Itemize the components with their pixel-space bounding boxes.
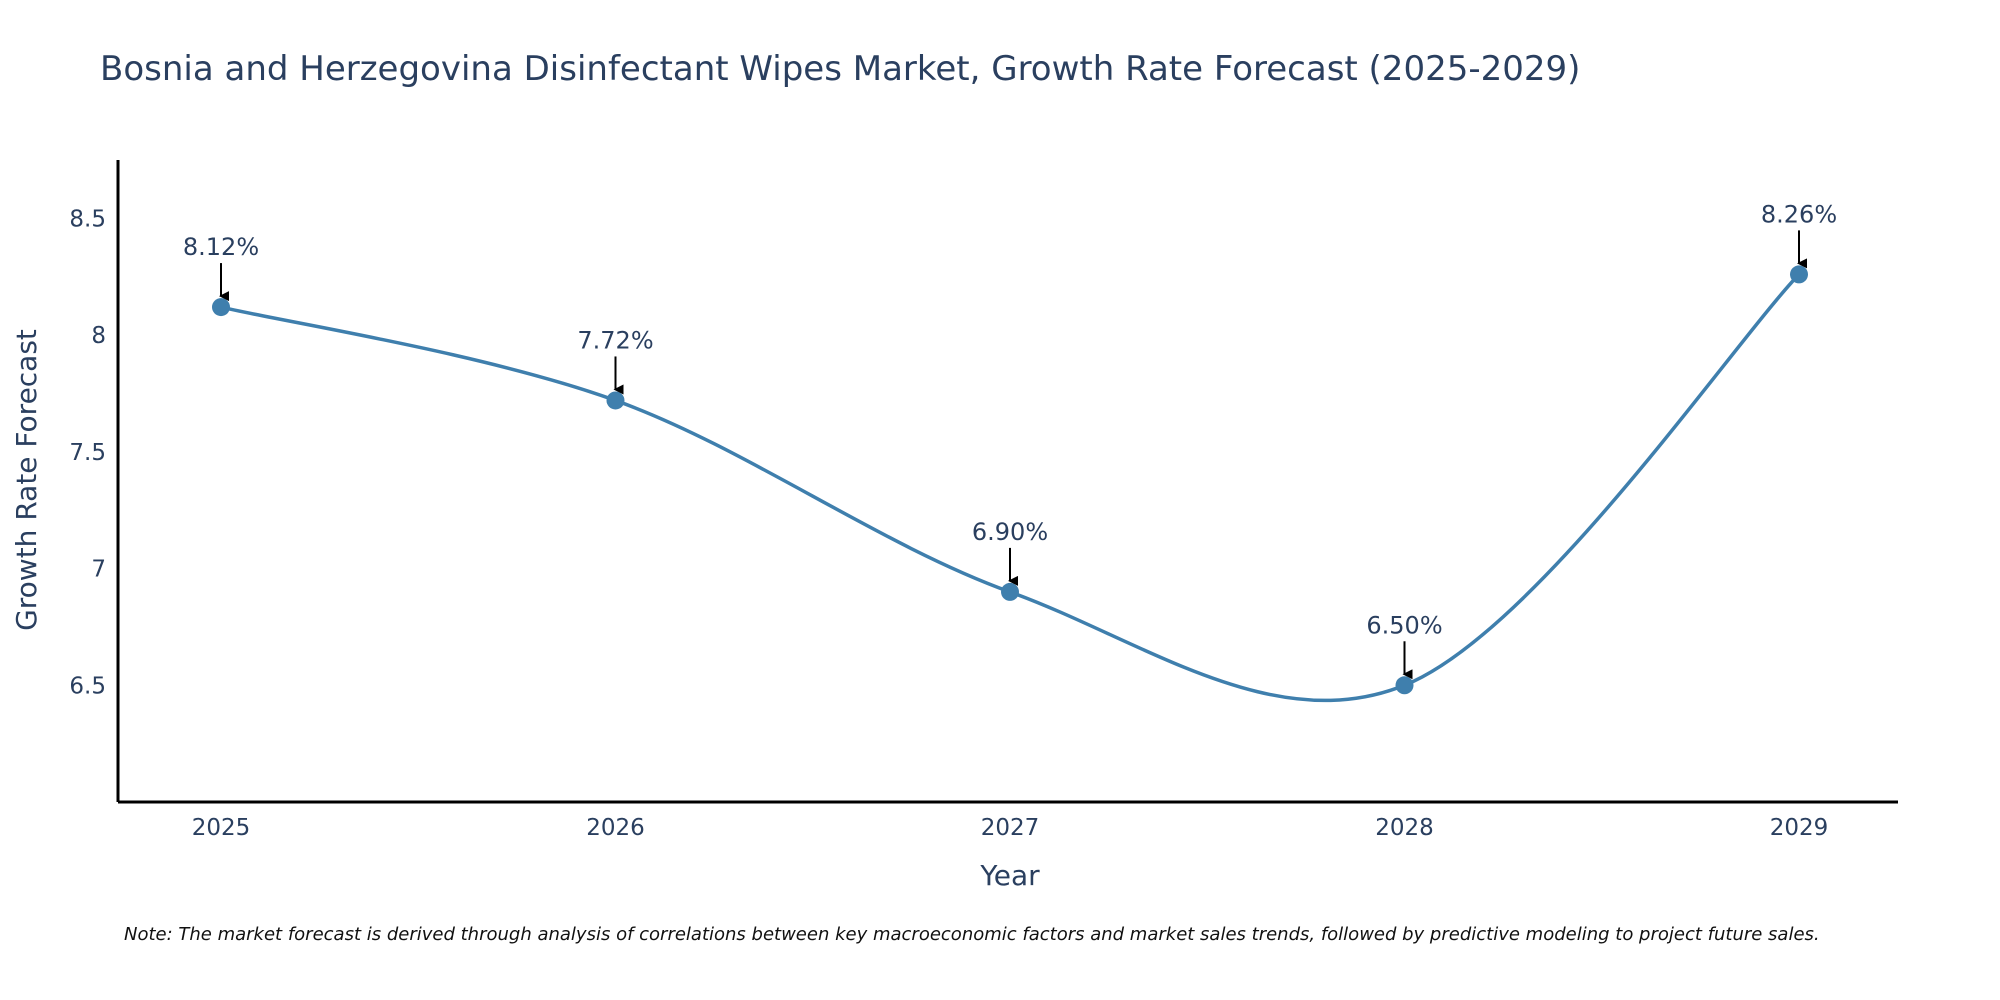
data-point-2028 <box>1395 676 1414 695</box>
y-tick-label: 8.5 <box>69 206 106 232</box>
y-axis-title: Growth Rate Forecast <box>10 329 43 631</box>
data-point-2025 <box>212 298 230 317</box>
x-tick-label: 2025 <box>192 815 251 841</box>
data-label-2025: 8.12% <box>183 233 259 261</box>
y-tick-label: 8 <box>91 323 106 349</box>
data-annotations: 8.12% 7.72% 6.90% 6.50% 8.26% <box>183 200 1837 680</box>
data-markers <box>212 265 1808 695</box>
x-tick-label: 2027 <box>981 815 1040 841</box>
data-point-2026 <box>606 391 625 410</box>
x-tick-label: 2029 <box>1770 815 1829 841</box>
chart-title: Bosnia and Herzegovina Disinfectant Wipe… <box>100 49 1580 89</box>
data-label-2027: 6.90% <box>972 518 1048 546</box>
footnote: Note: The market forecast is derived thr… <box>124 924 1820 945</box>
y-tick-label: 7 <box>91 557 106 583</box>
data-label-2029: 8.26% <box>1761 200 1837 228</box>
series-line <box>220 273 1801 703</box>
y-tick-label: 7.5 <box>69 440 106 466</box>
data-point-2027 <box>1001 582 1019 601</box>
x-axis-title: Year <box>979 859 1040 892</box>
data-label-2026: 7.72% <box>577 326 653 354</box>
x-axis-ticks: 2025 2026 2027 2028 2029 <box>192 815 1829 841</box>
y-axis-ticks: 6.5 7 7.5 8 8.5 <box>69 206 106 699</box>
x-tick-label: 2026 <box>586 815 645 841</box>
data-label-2028: 6.50% <box>1366 611 1442 639</box>
x-tick-label: 2028 <box>1375 815 1434 841</box>
y-tick-label: 6.5 <box>69 673 106 699</box>
data-point-2029 <box>1790 265 1808 284</box>
